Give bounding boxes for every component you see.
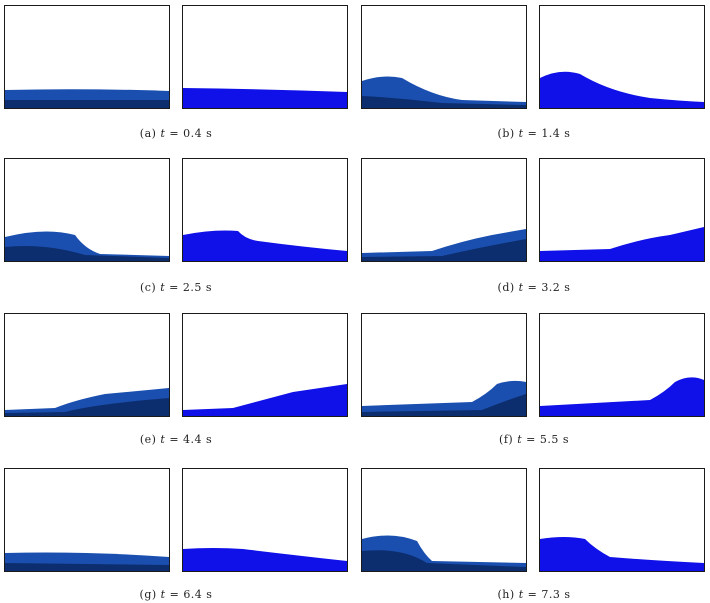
caption-a: (a) t = 0.4 s [139, 127, 213, 140]
sim-water-f [540, 377, 704, 416]
photo-panel-d [361, 158, 527, 262]
sim-panel-e [182, 313, 348, 417]
photo-water-d [362, 229, 526, 261]
photo-panel-b [361, 5, 527, 109]
photo-panel-c [4, 158, 170, 262]
caption-b: (b) t = 1.4 s [497, 127, 571, 140]
sim-panel-h [539, 468, 705, 572]
caption-g: (g) t = 6.4 s [139, 588, 213, 601]
sim-panel-a [182, 5, 348, 109]
photo-water-a [5, 6, 169, 108]
caption-e: (e) t = 4.4 s [139, 433, 213, 446]
sim-water-e [183, 384, 347, 416]
photo-water-e [5, 388, 169, 416]
sim-panel-f [539, 313, 705, 417]
photo-water-c [5, 231, 169, 261]
caption-h: (h) t = 7.3 s [497, 588, 571, 601]
photo-panel-g [4, 468, 170, 572]
sim-water-g [183, 548, 347, 571]
photo-water-f [362, 380, 526, 416]
caption-f: (f) t = 5.5 s [499, 433, 569, 446]
photo-panel-h [361, 468, 527, 572]
sim-panel-d [539, 158, 705, 262]
sim-water-c [183, 230, 347, 261]
photo-water-h [362, 535, 526, 571]
photo-panel-f [361, 313, 527, 417]
photo-water-b [362, 76, 526, 108]
photo-panel-e [4, 313, 170, 417]
caption-c: (c) t = 2.5 s [139, 281, 213, 294]
caption-d: (d) t = 3.2 s [497, 281, 571, 294]
sim-water-a [183, 88, 347, 108]
sim-water-h [540, 537, 704, 571]
sim-panel-b [539, 5, 705, 109]
sim-water-b [540, 71, 704, 108]
sim-water-d [540, 227, 704, 261]
photo-panel-a [4, 5, 170, 109]
sim-panel-g [182, 468, 348, 572]
sim-panel-c [182, 158, 348, 262]
photo-water-g [5, 552, 169, 571]
